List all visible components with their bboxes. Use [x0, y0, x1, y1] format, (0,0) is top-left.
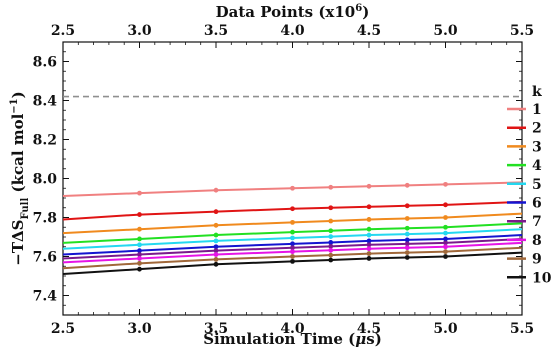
- data-point: [328, 258, 333, 263]
- axis-layer: 2.52.53.03.03.53.54.04.04.54.55.05.05.55…: [9, 3, 534, 348]
- data-point: [405, 232, 410, 237]
- data-point: [328, 185, 333, 190]
- legend-label: 2: [532, 121, 542, 137]
- data-point: [328, 228, 333, 233]
- legend-label: 4: [532, 158, 542, 174]
- data-point: [328, 253, 333, 258]
- data-point: [443, 182, 448, 187]
- data-point: [367, 227, 372, 232]
- data-point: [214, 257, 219, 262]
- data-point: [328, 205, 333, 210]
- x2-axis-title: Data Points (x106): [216, 3, 370, 21]
- plot-frame: [63, 42, 522, 315]
- x-tick-label: 5.5: [510, 321, 534, 337]
- data-point: [405, 216, 410, 221]
- x2-tick-label: 5.5: [510, 23, 534, 39]
- data-point: [367, 256, 372, 261]
- x-axis-title: Simulation Time (μs): [203, 330, 382, 348]
- data-point: [367, 204, 372, 209]
- data-point: [405, 255, 410, 260]
- y-tick-label: 8.6: [33, 55, 57, 71]
- data-point: [405, 226, 410, 231]
- data-point: [443, 254, 448, 259]
- legend-label: 9: [532, 252, 542, 268]
- y-tick-label: 8.0: [33, 172, 58, 188]
- data-point: [405, 245, 410, 250]
- y-axis-title: −TΔSFull (kcal mol−1): [9, 91, 31, 266]
- x2-tick-label: 3.0: [127, 23, 152, 39]
- data-point: [405, 250, 410, 255]
- data-point: [405, 203, 410, 208]
- legend-label: 8: [532, 233, 542, 249]
- data-point: [443, 215, 448, 220]
- legend-label: 7: [532, 214, 542, 230]
- x2-tick-label: 2.5: [51, 23, 75, 39]
- x2-tick-label: 4.0: [280, 23, 305, 39]
- data-point: [290, 259, 295, 264]
- data-point: [367, 233, 372, 238]
- data-point: [214, 239, 219, 244]
- data-point: [214, 262, 219, 267]
- legend-label: 10: [532, 270, 552, 286]
- data-point: [214, 252, 219, 257]
- legend-label: 6: [532, 196, 542, 212]
- y-tick-label: 7.8: [33, 211, 57, 227]
- data-point: [290, 249, 295, 254]
- data-point: [137, 237, 142, 242]
- data-point: [328, 248, 333, 253]
- data-point: [367, 251, 372, 256]
- x-tick-label: 2.5: [51, 321, 75, 337]
- data-point: [290, 220, 295, 225]
- y-tick-label: 8.2: [33, 133, 57, 149]
- data-point: [367, 217, 372, 222]
- y-tick-label: 7.4: [33, 289, 58, 305]
- series-layer: [63, 182, 522, 274]
- data-point: [290, 230, 295, 235]
- data-point: [328, 219, 333, 224]
- legend-label: 3: [532, 139, 542, 155]
- data-point: [290, 236, 295, 241]
- legend-label: 1: [532, 102, 542, 118]
- legend-label: 5: [532, 177, 542, 193]
- x2-tick-label: 4.5: [357, 23, 381, 39]
- data-point: [137, 267, 142, 272]
- data-point: [137, 242, 142, 247]
- data-point: [214, 188, 219, 193]
- data-point: [367, 184, 372, 189]
- data-point: [443, 225, 448, 230]
- x-tick-label: 3.0: [127, 321, 152, 337]
- data-point: [214, 223, 219, 228]
- data-point: [367, 246, 372, 251]
- data-point: [443, 231, 448, 236]
- data-point: [214, 209, 219, 214]
- data-point: [443, 249, 448, 254]
- data-point: [405, 183, 410, 188]
- x2-tick-label: 3.5: [204, 23, 228, 39]
- data-point: [137, 191, 142, 196]
- data-point: [443, 244, 448, 249]
- series-1: [63, 182, 522, 196]
- x-tick-label: 5.0: [433, 321, 458, 337]
- y-tick-label: 7.6: [33, 250, 57, 266]
- data-point: [137, 227, 142, 232]
- data-point: [137, 256, 142, 261]
- legend-title: k: [532, 84, 542, 100]
- legend: k 1 2 3 4 5 6 7 8 9 10: [507, 84, 552, 286]
- data-point: [137, 261, 142, 266]
- data-point: [214, 233, 219, 238]
- data-point: [290, 206, 295, 211]
- data-point: [328, 234, 333, 239]
- x2-tick-label: 5.0: [433, 23, 458, 39]
- data-point: [290, 254, 295, 259]
- y-tick-label: 8.4: [33, 94, 58, 110]
- data-point: [443, 202, 448, 207]
- data-point: [290, 186, 295, 191]
- data-point: [137, 212, 142, 217]
